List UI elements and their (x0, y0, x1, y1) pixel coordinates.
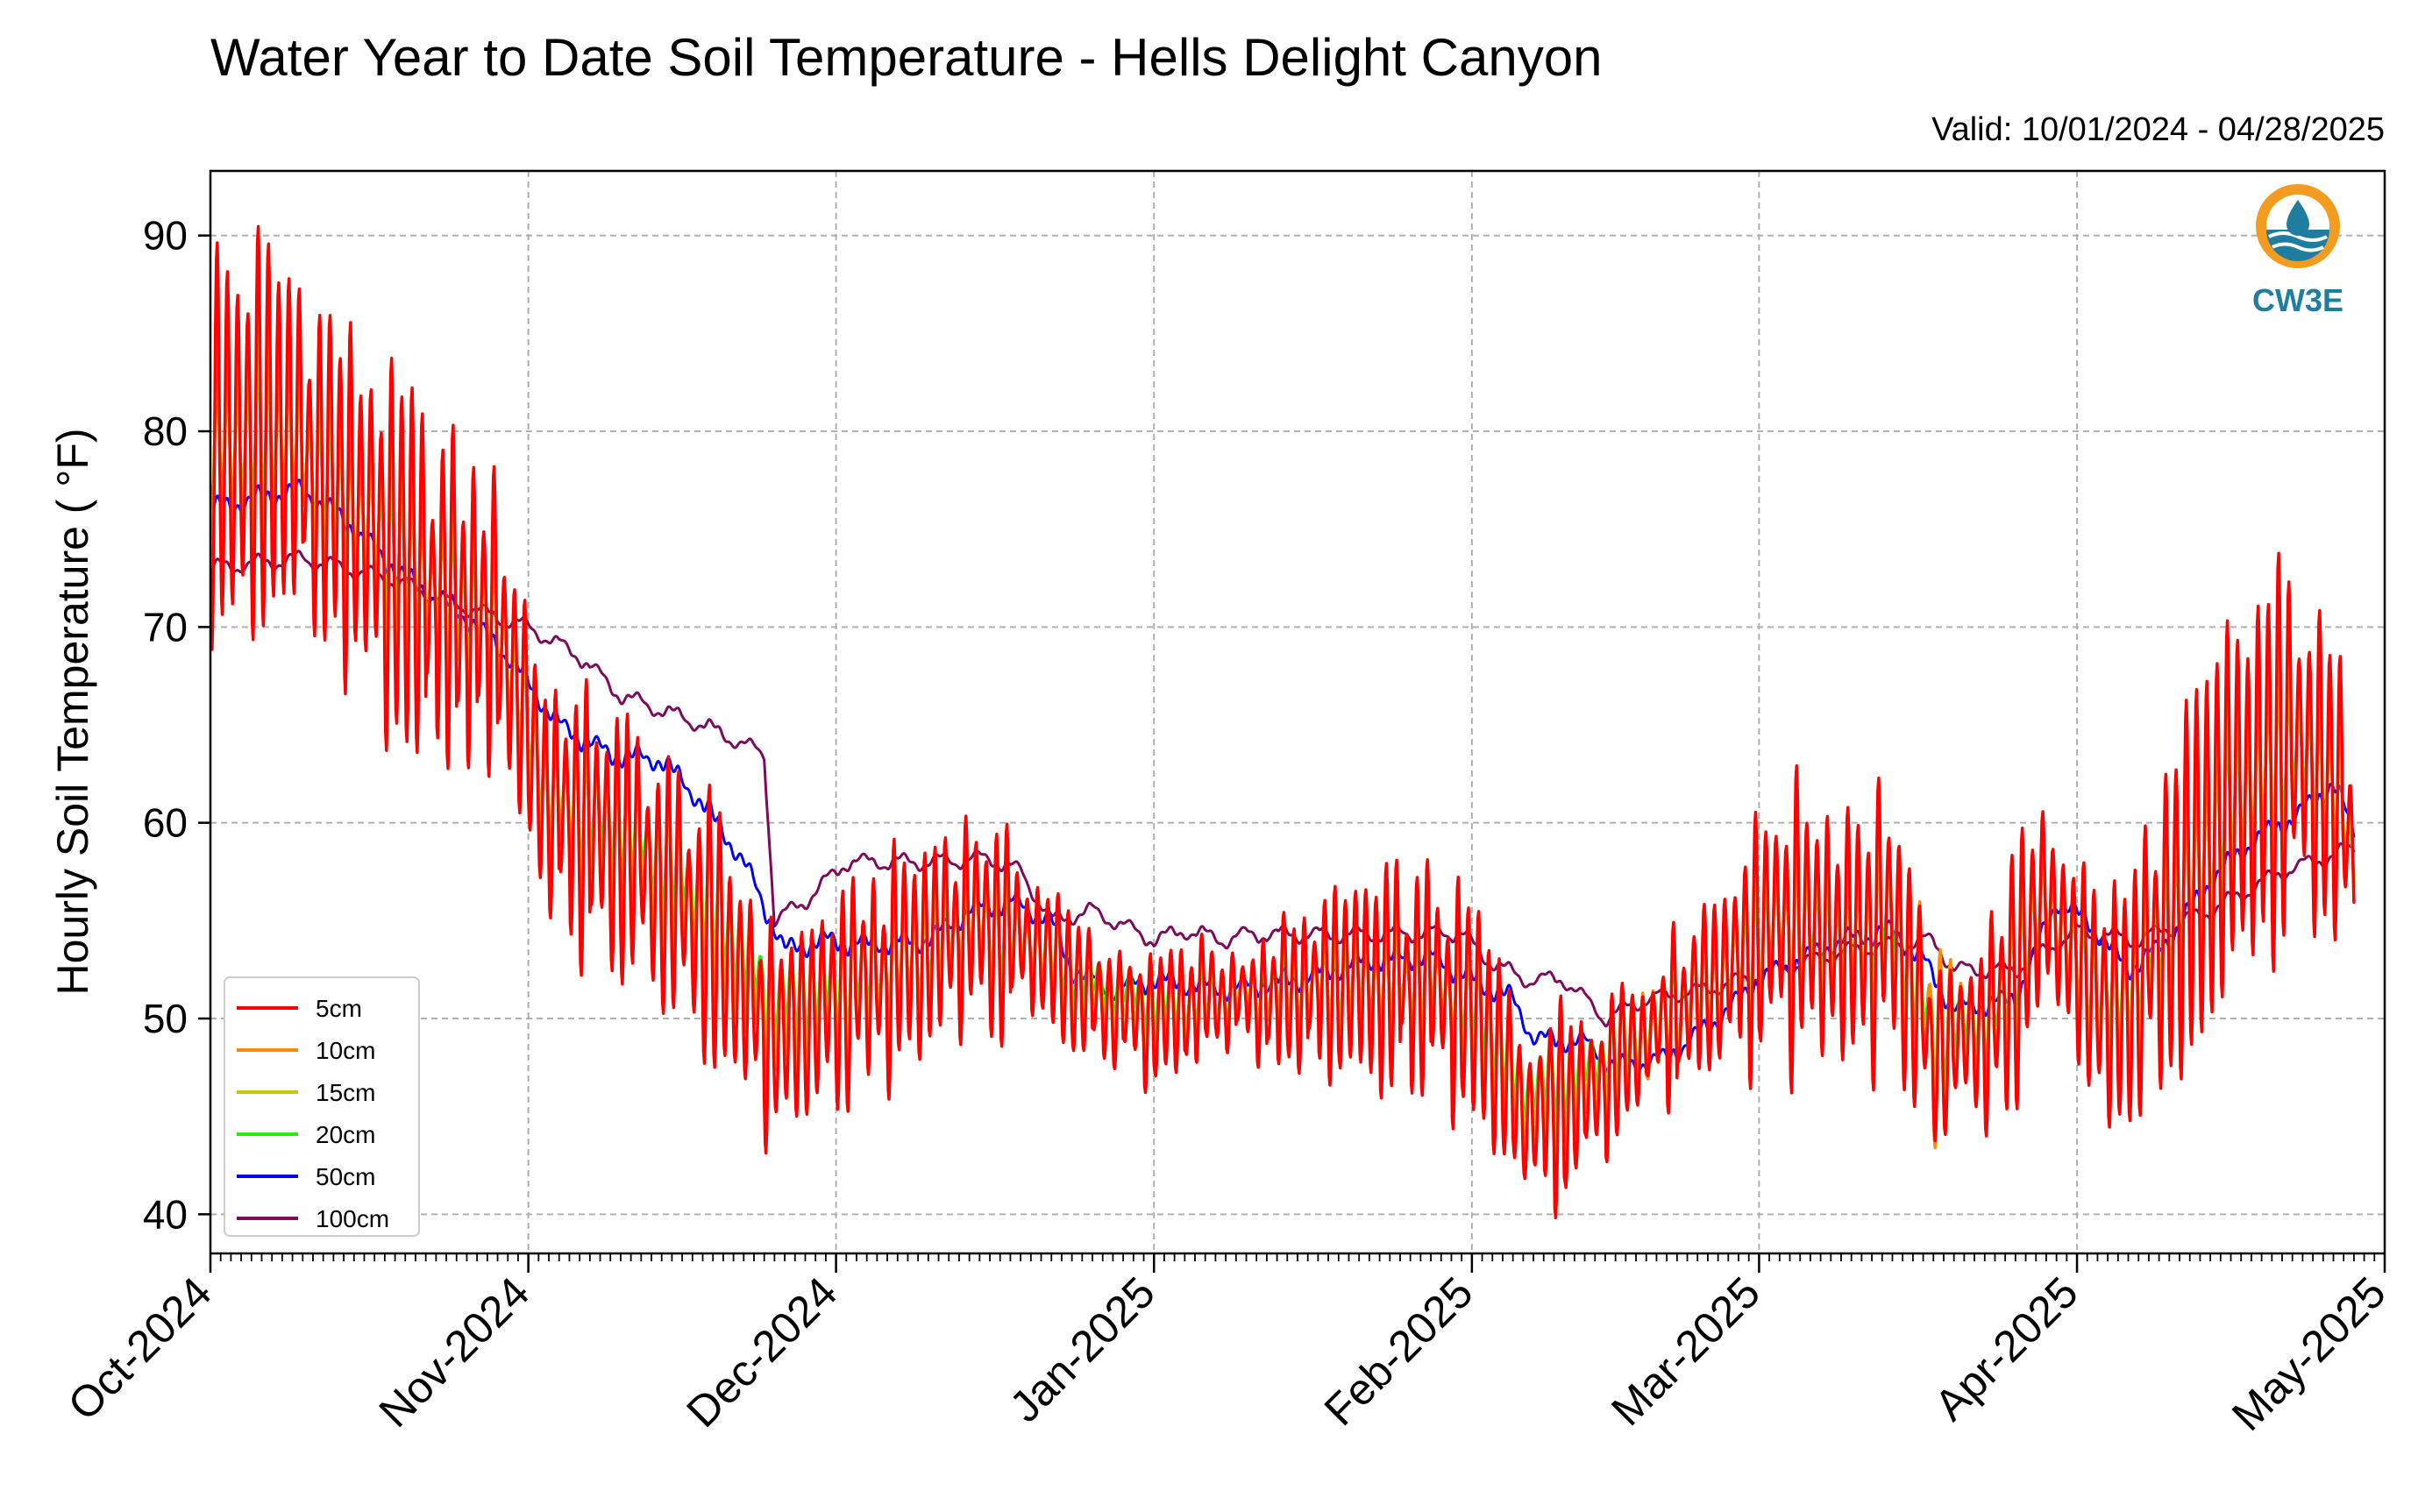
legend-label: 20cm (316, 1121, 375, 1148)
chart-subtitle: Valid: 10/01/2024 - 04/28/2025 (1931, 111, 2385, 148)
y-tick-label: 80 (143, 408, 188, 454)
legend-label: 100cm (316, 1205, 389, 1232)
legend-label: 5cm (316, 995, 362, 1022)
y-tick-label: 50 (143, 996, 188, 1041)
chart-title: Water Year to Date Soil Temperature - He… (210, 28, 1602, 87)
logo-drop-icon (2286, 200, 2309, 236)
logo-text: CW3E (2252, 282, 2343, 318)
series-line-5cm (210, 224, 2356, 1220)
y-tick-label: 70 (143, 604, 188, 650)
y-tick-label: 40 (143, 1191, 188, 1237)
series-group (210, 224, 2356, 1220)
legend-label: 15cm (316, 1079, 375, 1106)
legend: 5cm 10cm 15cm 20cm 50cm 100cm (224, 976, 420, 1237)
legend-label: 50cm (316, 1163, 375, 1190)
legend-label: 10cm (316, 1037, 375, 1064)
y-tick-label: 60 (143, 800, 188, 846)
logo-wave-1 (2268, 231, 2328, 242)
y-axis-label: Hourly Soil Temperature ( °F) (48, 428, 97, 995)
cw3e-logo: CW3E (2252, 184, 2343, 318)
y-tick-label: 90 (143, 213, 188, 259)
logo-wave-2 (2272, 242, 2324, 252)
y-axis: 40 50 60 70 80 90 (143, 213, 210, 1237)
legend-box (224, 976, 420, 1237)
